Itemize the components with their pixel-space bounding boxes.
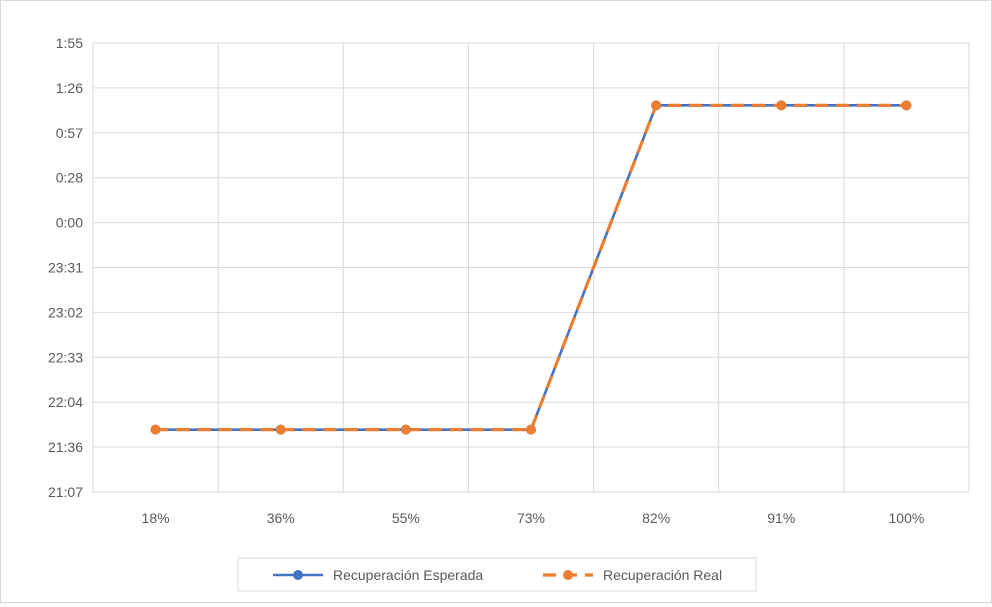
y-tick-label: 0:28 [56,170,83,186]
legend-label: Recuperación Real [603,567,722,583]
y-tick-label: 22:33 [48,349,83,365]
legend-label: Recuperación Esperada [333,567,483,583]
data-point [400,424,411,435]
x-tick-label: 100% [889,510,925,526]
x-axis-tick-labels: 18% 36% 55% 73% 82% 91% 100% [142,510,925,526]
y-tick-label: 1:26 [56,80,83,96]
series-1 [150,100,912,435]
series-layer [150,100,912,435]
x-tick-label: 18% [142,510,170,526]
x-tick-label: 91% [767,510,795,526]
legend-marker [293,570,303,580]
y-tick-label: 21:07 [48,484,83,500]
legend-box [237,557,757,592]
data-point [901,100,912,111]
y-tick-label: 0:00 [56,215,83,231]
y-axis-tick-labels: 21:07 21:36 22:04 22:33 23:02 23:31 0:00 0:28 0:… [48,35,83,500]
y-tick-label: 23:31 [48,260,83,276]
y-tick-label: 21:36 [48,439,83,455]
legend-marker [563,570,573,580]
data-point [526,424,536,435]
y-tick-label: 22:04 [48,394,83,410]
x-tick-label: 55% [392,510,420,526]
data-point [776,100,787,111]
x-tick-label: 73% [517,510,545,526]
data-point [150,424,161,435]
y-tick-label: 23:02 [48,304,83,320]
data-point [275,424,286,435]
legend: Recuperación Esperada Recuperación Real [237,557,757,592]
data-point [651,100,662,111]
x-tick-label: 36% [267,510,295,526]
gridlines [92,42,970,493]
y-tick-label: 0:57 [56,125,83,141]
x-tick-label: 82% [642,510,670,526]
y-tick-label: 1:55 [56,35,83,51]
